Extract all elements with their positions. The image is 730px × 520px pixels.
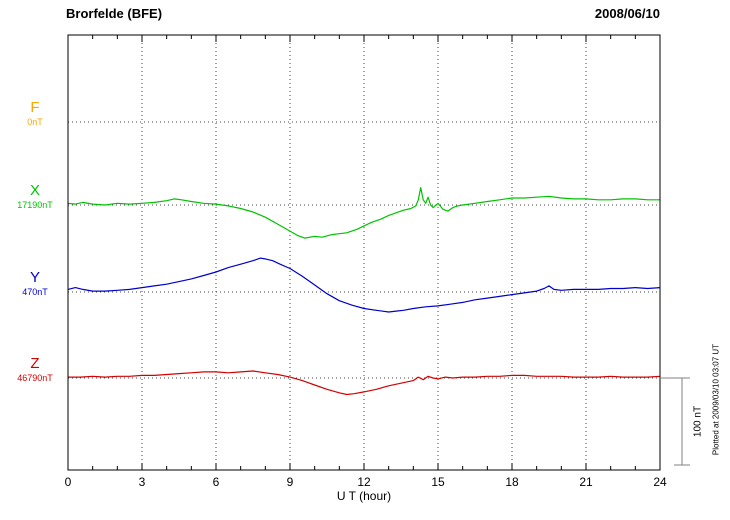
series-baseline-y: 470nT bbox=[22, 287, 48, 297]
svg-text:0: 0 bbox=[65, 475, 72, 489]
plot-date: 2008/06/10 bbox=[594, 6, 660, 21]
series-baseline-x: 17190nT bbox=[17, 200, 53, 210]
series-letter-f: F bbox=[30, 99, 40, 116]
svg-text:6: 6 bbox=[213, 475, 220, 489]
series-baseline-z: 46790nT bbox=[17, 373, 53, 383]
series-label-y: Y 470nT bbox=[6, 270, 64, 297]
station-title: Brorfelde (BFE) bbox=[66, 6, 163, 21]
series-letter-x: X bbox=[29, 182, 40, 199]
svg-text:18: 18 bbox=[505, 475, 519, 489]
plotted-at-note: Plotted at 2009/03/10 03:07 UT bbox=[711, 343, 721, 456]
series-label-z: Z 46790nT bbox=[6, 356, 64, 383]
series-label-f: F 0nT bbox=[6, 100, 64, 127]
svg-text:12: 12 bbox=[357, 475, 371, 489]
scale-bar-label: 100 nT bbox=[692, 405, 704, 438]
svg-text:3: 3 bbox=[139, 475, 146, 489]
svg-text:15: 15 bbox=[431, 475, 445, 489]
series-letter-y: Y bbox=[29, 269, 40, 286]
svg-text:9: 9 bbox=[287, 475, 294, 489]
series-label-x: X 17190nT bbox=[6, 183, 64, 210]
x-axis-label: U T (hour) bbox=[336, 489, 392, 503]
svg-text:24: 24 bbox=[653, 475, 667, 489]
svg-text:21: 21 bbox=[579, 475, 593, 489]
series-baseline-f: 0nT bbox=[27, 117, 43, 127]
series-letter-z: Z bbox=[30, 355, 40, 372]
